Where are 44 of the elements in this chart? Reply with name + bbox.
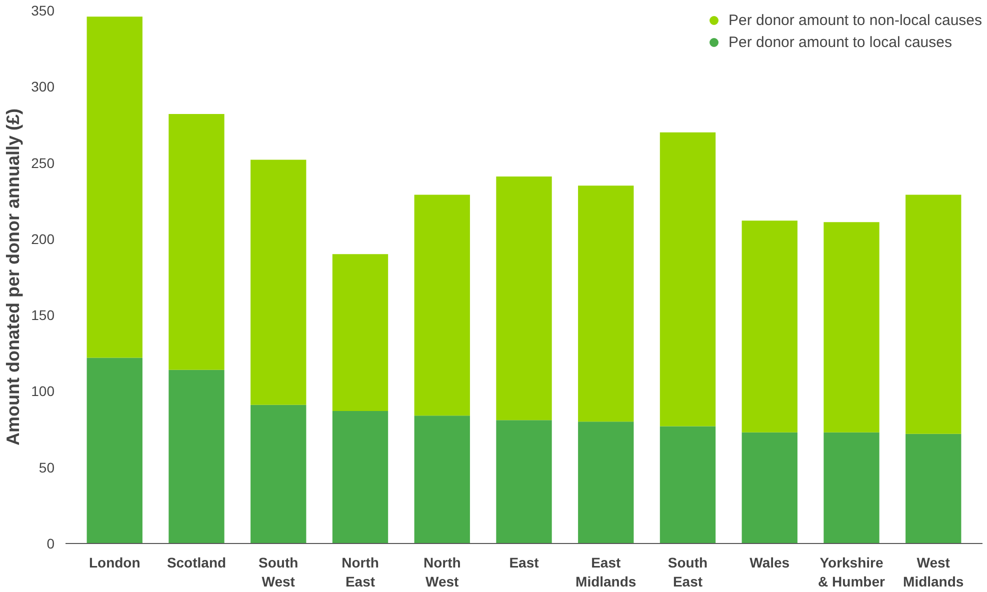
x-tick-label: Yorkshire & Humber [818,554,886,590]
bar [414,416,470,544]
x-tick-label: South West [258,554,298,590]
x-tick-label: London [88,554,140,570]
bar [824,432,880,544]
x-tick-label: East [509,554,540,570]
x-tick-label: Wales [750,554,790,570]
y-tick-label: 150 [31,307,55,324]
y-tick-label: 50 [38,459,55,476]
bar [86,358,142,544]
y-tick-label: 350 [31,2,55,18]
x-tick-label: North East [342,554,379,590]
legend-label: Per donor amount to local causes [728,34,952,50]
bar [496,176,552,420]
bar [578,186,634,422]
x-tick-label: South East [668,554,708,590]
bar [660,426,716,544]
y-axis-title: Amount donated per donor annually (£) [3,108,24,446]
bar [578,422,634,544]
bar [496,420,552,544]
bar [168,370,224,544]
y-tick-label: 0 [46,536,55,552]
y-tick-label: 200 [31,230,55,247]
bar [250,404,306,544]
bar [742,220,798,432]
legend-label: Per donor amount to non-local causes [728,12,982,28]
x-tick-label: East Midlands [576,554,636,590]
bar [86,16,142,358]
bar [168,114,224,370]
bar [660,132,716,426]
bar [906,434,962,544]
bar [742,432,798,544]
x-tick-label: Scotland [166,554,226,570]
y-tick-label: 300 [31,78,55,95]
x-tick-label: West Midlands [903,554,964,590]
bar [250,160,306,405]
y-tick-label: 100 [31,383,55,400]
bar [414,194,470,416]
x-tick-label: North West [423,554,461,590]
bar [332,254,388,412]
bar [824,222,880,432]
y-tick-label: 250 [31,154,55,171]
bar [332,411,388,544]
bar [906,194,962,434]
